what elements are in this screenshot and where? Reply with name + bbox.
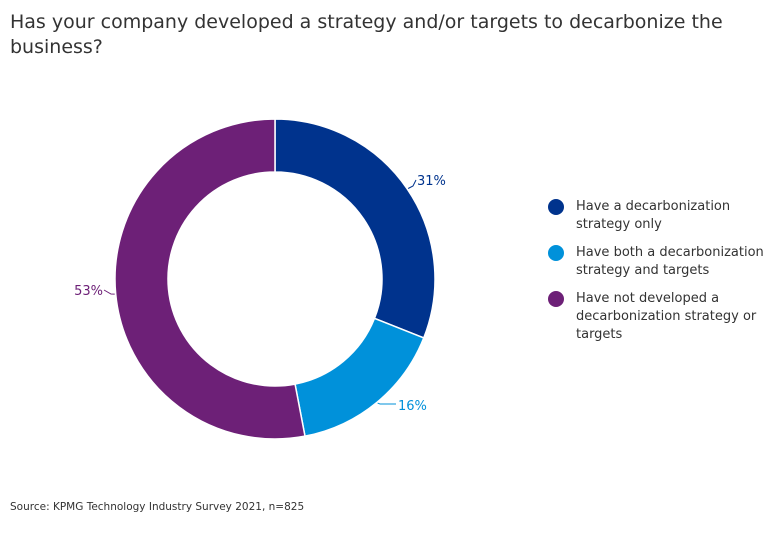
- data-label-2: 16%: [398, 399, 427, 414]
- legend-swatch: [548, 199, 564, 215]
- legend-label: Have a decarbonization strategy only: [576, 199, 731, 232]
- donut-chart: 31% 16% 53%: [74, 118, 446, 440]
- legend-item-3: Have not developed a decarbonization str…: [548, 290, 773, 344]
- legend-swatch: [548, 245, 564, 261]
- leader-line-3: [103, 289, 115, 295]
- leader-line-1: [407, 179, 417, 189]
- legend-swatch: [548, 291, 564, 307]
- legend-label: Have not developed a decarbonization str…: [576, 291, 757, 342]
- chart-legend: Have a decarbonization strategy only Have…: [548, 198, 773, 354]
- leader-line-2: [377, 402, 396, 405]
- legend-item-2: Have both a decarbonization strategy and…: [548, 244, 773, 280]
- source-note: Source: KPMG Technology Industry Survey …: [10, 501, 305, 513]
- donut-slice-1: [274, 118, 436, 339]
- donut-slice-3: [114, 118, 306, 440]
- legend-label: Have both a decarbonization strategy and…: [576, 245, 764, 278]
- legend-item-1: Have a decarbonization strategy only: [548, 198, 773, 234]
- data-label-3: 53%: [74, 284, 103, 299]
- data-label-1: 31%: [417, 174, 446, 189]
- chart-title: Has your company developed a strategy an…: [10, 11, 723, 58]
- donut-slice-2: [294, 317, 425, 438]
